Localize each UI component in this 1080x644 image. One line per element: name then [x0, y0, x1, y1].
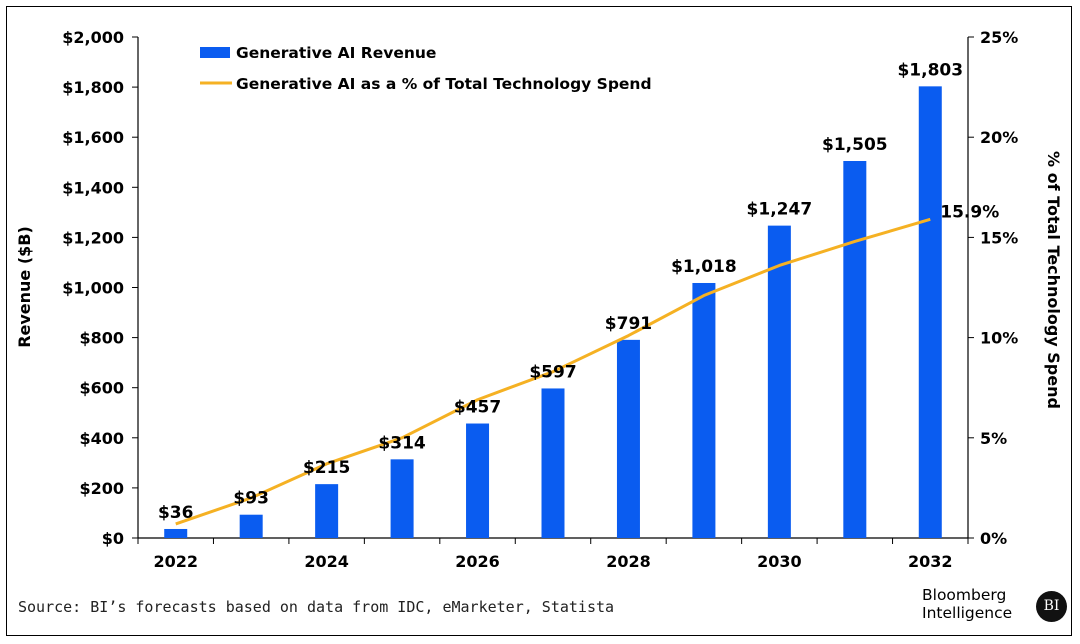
- brand-line-1: Bloomberg: [922, 586, 1007, 604]
- revenue-bar: [616, 339, 640, 538]
- legend-bar-label: Generative AI Revenue: [236, 44, 436, 62]
- brand-logo: Bloomberg Intelligence: [922, 586, 1012, 622]
- line-end-label: 15.9%: [940, 202, 999, 222]
- source-note: Source: BI’s forecasts based on data fro…: [18, 598, 615, 616]
- revenue-bar: [390, 459, 414, 538]
- y2-axis-title: % of Total Technology Spend: [1044, 151, 1063, 409]
- revenue-bar: [239, 514, 263, 538]
- y2-tick-label: 25%: [980, 28, 1018, 47]
- y2-tick-label: 15%: [980, 228, 1018, 247]
- revenue-bar: [843, 160, 867, 538]
- x-tick-label: 2028: [606, 552, 651, 571]
- y2-tick-label: 10%: [980, 329, 1018, 348]
- y-tick-label: $200: [79, 479, 124, 498]
- bar-data-label: $36: [158, 503, 194, 523]
- bar-data-label: $314: [378, 433, 425, 453]
- legend-bar-swatch: [200, 47, 230, 58]
- bar-data-label: $597: [529, 362, 576, 382]
- revenue-bar: [466, 423, 490, 538]
- revenue-bar: [315, 484, 339, 538]
- y2-tick-label: 0%: [980, 529, 1007, 548]
- y-tick-label: $0: [102, 529, 124, 548]
- revenue-bar: [692, 282, 716, 538]
- y-tick-label: $600: [79, 379, 124, 398]
- legend-line-label: Generative AI as a % of Total Technology…: [236, 75, 652, 93]
- y2-tick-label: 5%: [980, 429, 1007, 448]
- bar-data-label: $1,247: [747, 200, 813, 220]
- bar-data-label: $1,018: [671, 257, 737, 277]
- bar-data-label: $457: [454, 398, 501, 418]
- x-tick-label: 2032: [908, 552, 953, 571]
- y-tick-label: $2,000: [62, 28, 124, 47]
- revenue-bar: [164, 528, 188, 538]
- y-tick-label: $400: [79, 429, 124, 448]
- brand-line-2: Intelligence: [922, 604, 1013, 622]
- bar-data-label: $1,505: [822, 135, 888, 155]
- bar-data-label: $215: [303, 458, 350, 478]
- y-tick-label: $1,400: [62, 178, 124, 197]
- y-tick-label: $1,000: [62, 279, 124, 298]
- x-tick-label: 2026: [455, 552, 500, 571]
- revenue-bar: [918, 86, 942, 538]
- share-line: [175, 217, 931, 526]
- y-tick-label: $800: [79, 329, 124, 348]
- bar-data-label: $93: [233, 489, 269, 509]
- y2-tick-label: 20%: [980, 128, 1018, 147]
- y-tick-label: $1,800: [62, 78, 124, 97]
- bar-data-label: $1,803: [897, 60, 963, 80]
- bi-badge-icon: BI: [1036, 591, 1067, 622]
- y-axis-title: Revenue ($B): [15, 226, 34, 348]
- x-tick-label: 2022: [153, 552, 198, 571]
- revenue-bar: [541, 388, 565, 538]
- x-tick-label: 2024: [304, 552, 349, 571]
- y-tick-label: $1,200: [62, 228, 124, 247]
- y-tick-label: $1,600: [62, 128, 124, 147]
- revenue-bar: [767, 225, 791, 538]
- x-tick-label: 2030: [757, 552, 802, 571]
- bar-data-label: $791: [605, 314, 652, 334]
